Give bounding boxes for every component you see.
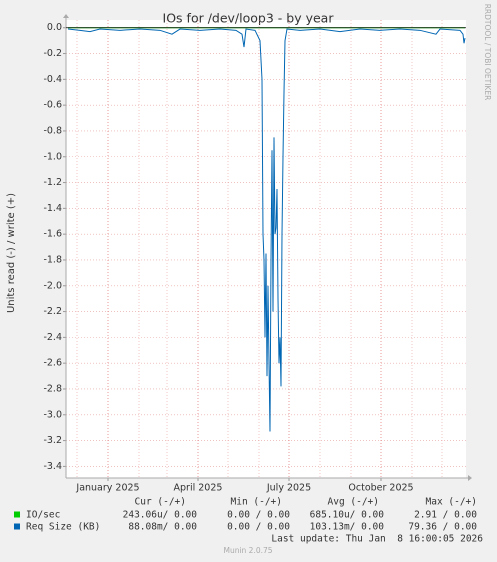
axis-arrow — [468, 475, 472, 481]
y-tick-label: 0.0 — [47, 22, 62, 33]
y-tick-label: -0.6 — [43, 100, 62, 111]
x-tick-label: January 2025 — [75, 483, 139, 494]
legend-stat: 243.06u/ 0.00 — [123, 510, 198, 521]
legend-stat: 79.36 / 0.00 — [408, 522, 477, 533]
y-tick-label: -0.8 — [43, 125, 62, 136]
y-tick-label: -2.2 — [43, 306, 62, 317]
legend-stat: 685.10u/ 0.00 — [310, 510, 385, 521]
y-tick-label: -1.8 — [43, 254, 62, 265]
legend-stat: 103.13m/ 0.00 — [310, 522, 385, 533]
y-tick-label: -2.4 — [43, 332, 62, 343]
legend-stat: 0.00 / 0.00 — [227, 510, 290, 521]
legend-stat: 2.91 / 0.00 — [414, 510, 477, 521]
y-tick-label: -3.2 — [43, 435, 62, 446]
y-tick-label: -2.8 — [43, 383, 62, 394]
watermark: RRDTOOL / TOBI OETIKER — [483, 4, 492, 101]
series-line — [67, 28, 466, 432]
legend-label: IO/sec — [26, 510, 60, 521]
x-tick-label: April 2025 — [174, 483, 223, 494]
legend-column-header: Min (-/+) — [231, 497, 282, 508]
y-tick-label: -3.4 — [43, 461, 62, 472]
legend-column-header: Avg (-/+) — [328, 497, 379, 508]
legend-label: Req Size (KB) — [26, 522, 100, 533]
chart-title: IOs for /dev/loop3 - by year — [163, 11, 335, 26]
y-axis-label: Units read (-) / write (+) — [6, 193, 17, 313]
legend-column-header: Max (-/+) — [426, 497, 477, 508]
legend-stat: 0.00 / 0.00 — [227, 522, 290, 533]
y-tick-label: -0.4 — [43, 74, 62, 85]
y-tick-label: -1.0 — [43, 151, 62, 162]
y-tick-label: -1.2 — [43, 177, 62, 188]
last-update: Last update: Thu Jan 8 16:00:05 2026 — [271, 534, 483, 545]
legend-column-header: Cur (-/+) — [135, 497, 186, 508]
y-tick-label: -0.2 — [43, 48, 62, 59]
plot-area — [66, 20, 466, 478]
legend-swatch — [14, 523, 20, 530]
y-tick-label: -2.0 — [43, 280, 62, 291]
y-tick-label: -2.6 — [43, 358, 62, 369]
axis-arrow — [63, 14, 69, 18]
legend-stat: 88.08m/ 0.00 — [128, 522, 197, 533]
legend-swatch — [14, 511, 20, 518]
footer: Munin 2.0.75 — [223, 546, 272, 555]
y-tick-label: -3.0 — [43, 409, 62, 420]
x-tick-label: October 2025 — [348, 483, 413, 494]
y-tick-label: -1.4 — [43, 203, 62, 214]
x-tick-label: July 2025 — [266, 483, 311, 494]
y-tick-label: -1.6 — [43, 229, 62, 240]
